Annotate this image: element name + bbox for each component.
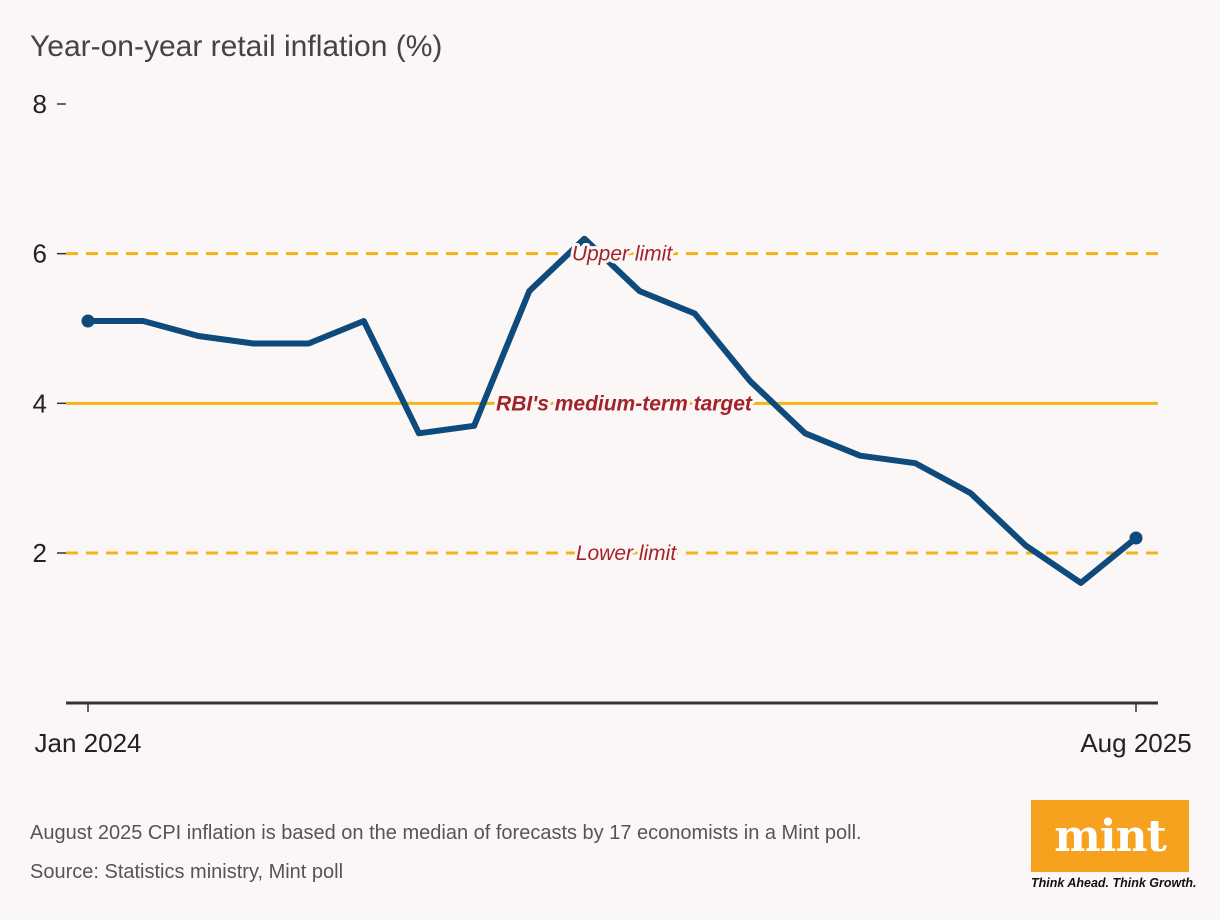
start-point [81, 314, 95, 328]
y-tick-label: 6 [33, 239, 47, 269]
end-point [1129, 531, 1143, 545]
footnote: August 2025 CPI inflation is based on th… [30, 822, 862, 844]
inflation-series-line [85, 235, 1139, 586]
y-tick-label: 2 [33, 538, 47, 568]
reference-label: Lower limit [576, 542, 678, 565]
target-label: RBI's medium-term target [496, 392, 753, 415]
mint-logo-text: mint [1054, 810, 1167, 862]
y-tick-label: 4 [33, 388, 47, 418]
x-tick-label: Aug 2025 [1080, 728, 1191, 758]
y-tick-label: 8 [33, 89, 47, 119]
chart-title: Year-on-year retail inflation (%) [30, 30, 443, 63]
x-tick-label: Jan 2024 [35, 728, 142, 758]
line-chart: 2 4 6 8 Upper limit RBI's medium-term target L… [33, 89, 1192, 758]
source-note: Source: Statistics ministry, Mint poll [30, 861, 344, 883]
reference-label: Upper limit [572, 243, 674, 266]
logo-tagline: Think Ahead. Think Growth. [1031, 876, 1197, 890]
mint-logo: mint [1031, 800, 1189, 872]
